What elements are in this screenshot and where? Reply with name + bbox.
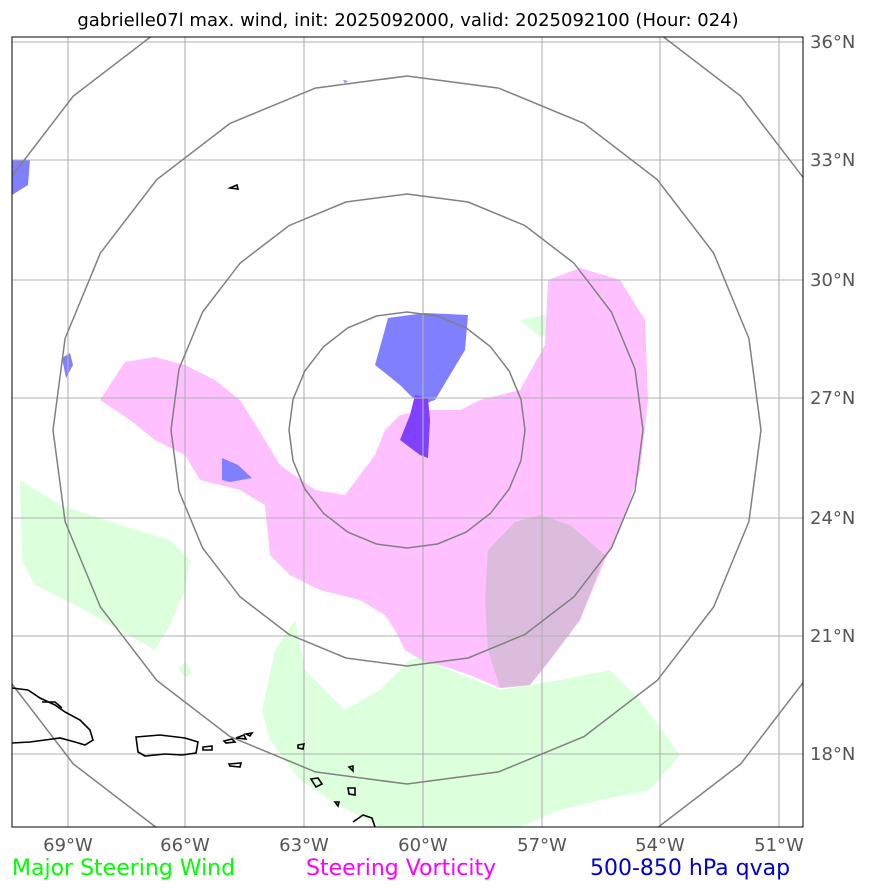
steering-wind-region-west <box>20 480 190 650</box>
latitude-tick-label: 30°N <box>810 270 855 291</box>
longitude-labels: 69°W 66°W 63°W 60°W 57°W 54°W 51°W <box>43 835 804 856</box>
latitude-tick-label: 27°N <box>810 388 855 409</box>
range-ring <box>288 311 526 549</box>
coastline-bermuda <box>226 183 240 190</box>
longitude-tick-label: 66°W <box>160 835 210 856</box>
coastline-st-croix <box>227 762 243 768</box>
map-frame <box>11 36 804 828</box>
coastline-hispaniola <box>12 687 94 746</box>
latitude-tick-label: 18°N <box>810 744 855 765</box>
map-title: gabrielle07l max. wind, init: 2025092000… <box>77 10 738 31</box>
legend: Major Steering Wind Steering Vorticity 500… <box>12 856 790 881</box>
coastline-martinique <box>347 787 356 796</box>
latitude-tick-label: 24°N <box>810 508 855 529</box>
coastline-virgin-islands-1 <box>202 745 213 751</box>
legend-entry: Steering Vorticity <box>306 856 496 881</box>
coastline-antigua <box>297 743 306 750</box>
longitude-tick-label: 63°W <box>279 835 329 856</box>
coastline-guadeloupe <box>309 777 324 789</box>
coastline-puerto-rico <box>135 734 199 757</box>
latitude-labels: 36°N 33°N 30°N 27°N 24°N 21°N 18°N <box>810 32 855 765</box>
coastline-virgin-islands-2 <box>222 738 237 744</box>
qvap-region-west <box>222 458 252 482</box>
longitude-tick-label: 60°W <box>398 835 448 856</box>
coastline-st-lucia <box>352 814 376 827</box>
coastline-anguilla <box>243 731 254 738</box>
longitude-tick-label: 54°W <box>635 835 685 856</box>
gridlines <box>12 37 803 827</box>
longitude-tick-label: 69°W <box>43 835 93 856</box>
qvap-region-center <box>375 313 468 405</box>
longitude-tick-label: 57°W <box>517 835 567 856</box>
legend-entry: Major Steering Wind <box>12 856 235 881</box>
range-ring <box>170 193 644 667</box>
latitude-tick-label: 36°N <box>810 32 855 53</box>
latitude-tick-label: 33°N <box>810 150 855 171</box>
latitude-tick-label: 21°N <box>810 626 855 647</box>
coastline-virgin-islands-3 <box>235 733 248 740</box>
coastline-hispaniola-north <box>42 701 63 709</box>
coastline-dominica <box>333 801 341 808</box>
coastline-barbados <box>347 764 354 773</box>
wind-vorticity-overlap <box>485 515 605 688</box>
legend-entry: 500-850 hPa qvap <box>590 856 790 881</box>
coastlines <box>12 183 376 827</box>
range-ring <box>52 75 762 785</box>
qvap-region-edge <box>12 160 30 195</box>
longitude-tick-label: 51°W <box>754 835 804 856</box>
steering-wind-region-south <box>262 620 680 827</box>
qvap-region-dot <box>343 80 348 83</box>
